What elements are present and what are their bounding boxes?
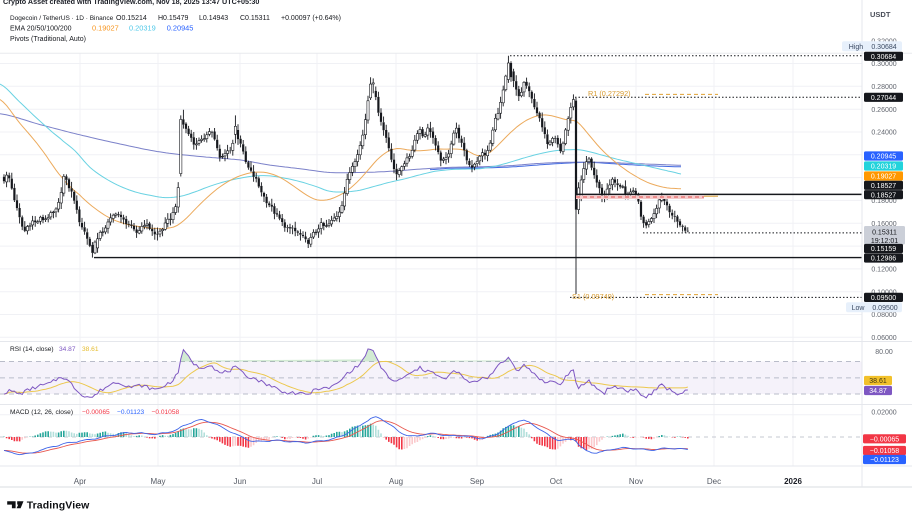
svg-text:0.06000: 0.06000: [871, 335, 896, 342]
svg-text:−0.00065: −0.00065: [870, 436, 899, 443]
svg-text:May: May: [150, 477, 165, 486]
svg-text:0.30000: 0.30000: [871, 61, 896, 68]
svg-text:80.00: 80.00: [875, 349, 893, 356]
svg-text:Jun: Jun: [234, 477, 247, 486]
svg-text:38.61: 38.61: [869, 378, 887, 385]
svg-text:0.20945: 0.20945: [167, 24, 194, 33]
svg-text:Dec: Dec: [707, 477, 721, 486]
svg-text:0.26000: 0.26000: [871, 107, 896, 114]
svg-text:0.08000: 0.08000: [871, 312, 896, 319]
svg-text:0.16000: 0.16000: [871, 221, 896, 228]
svg-text:RSI (14, close): RSI (14, close): [10, 346, 54, 353]
svg-text:+0.00097 (+0.64%): +0.00097 (+0.64%): [281, 15, 341, 22]
svg-text:0.30684: 0.30684: [871, 54, 896, 61]
svg-text:0.18000: 0.18000: [871, 198, 896, 205]
svg-text:Crypto Asset created with Trad: Crypto Asset created with TradingView.co…: [3, 0, 259, 6]
svg-text:0.20945: 0.20945: [871, 154, 896, 161]
svg-text:0.15311: 0.15311: [872, 229, 897, 236]
svg-text:0.28000: 0.28000: [871, 84, 896, 91]
svg-text:2026: 2026: [784, 477, 802, 486]
svg-text:0.27044: 0.27044: [871, 95, 896, 102]
svg-text:Aug: Aug: [389, 477, 403, 486]
svg-text:−0.00065: −0.00065: [82, 409, 110, 416]
svg-text:H0.15479: H0.15479: [158, 15, 188, 22]
svg-text:R1 (0.27292): R1 (0.27292): [588, 89, 631, 98]
svg-text:−0.01123: −0.01123: [117, 409, 145, 416]
svg-text:0.09500: 0.09500: [872, 305, 897, 312]
svg-text:Low: Low: [852, 305, 866, 312]
svg-text:L0.14943: L0.14943: [199, 15, 228, 22]
svg-text:0.12000: 0.12000: [871, 267, 896, 274]
svg-text:−0.01123: −0.01123: [870, 457, 899, 464]
svg-text:19:12:01: 19:12:01: [871, 238, 898, 245]
svg-text:0.18527: 0.18527: [871, 192, 896, 199]
svg-text:EMA 20/50/100/200: EMA 20/50/100/200: [10, 26, 72, 33]
svg-text:Apr: Apr: [74, 477, 87, 486]
svg-text:0.15159: 0.15159: [871, 246, 896, 253]
svg-text:34.87: 34.87: [59, 346, 76, 353]
svg-text:MACD (12, 26, close): MACD (12, 26, close): [10, 409, 73, 416]
svg-text:Nov: Nov: [629, 477, 643, 486]
svg-text:Dogecoin / TetherUS · 1D · Bin: Dogecoin / TetherUS · 1D · Binance: [10, 15, 114, 22]
svg-text:Pivots (Traditional, Auto): Pivots (Traditional, Auto): [10, 36, 86, 43]
svg-text:0.20319: 0.20319: [129, 24, 156, 33]
svg-text:O0.15214: O0.15214: [116, 15, 147, 22]
svg-text:S1 (0.09749): S1 (0.09749): [572, 292, 614, 301]
svg-text:0.02000: 0.02000: [871, 410, 896, 417]
svg-text:0.19027: 0.19027: [92, 24, 119, 33]
svg-text:C0.15311: C0.15311: [240, 15, 270, 22]
svg-text:Sep: Sep: [470, 477, 485, 486]
svg-text:0.18527: 0.18527: [871, 183, 896, 190]
svg-text:TradingView: TradingView: [27, 499, 90, 511]
svg-text:USDT: USDT: [870, 10, 891, 19]
svg-text:34.87: 34.87: [869, 388, 887, 395]
svg-text:0.24000: 0.24000: [871, 130, 896, 137]
svg-text:0.20319: 0.20319: [871, 164, 896, 171]
svg-text:Jul: Jul: [312, 477, 322, 486]
svg-text:38.61: 38.61: [82, 346, 99, 353]
svg-text:Oct: Oct: [550, 477, 563, 486]
svg-text:−0.01058: −0.01058: [870, 448, 899, 455]
svg-text:−0.01058: −0.01058: [152, 409, 180, 416]
svg-text:0.30684: 0.30684: [871, 44, 896, 51]
svg-text:High: High: [849, 44, 864, 51]
svg-text:0.19027: 0.19027: [871, 174, 896, 181]
svg-text:0.12986: 0.12986: [871, 256, 896, 263]
svg-text:0.09500: 0.09500: [871, 295, 896, 302]
